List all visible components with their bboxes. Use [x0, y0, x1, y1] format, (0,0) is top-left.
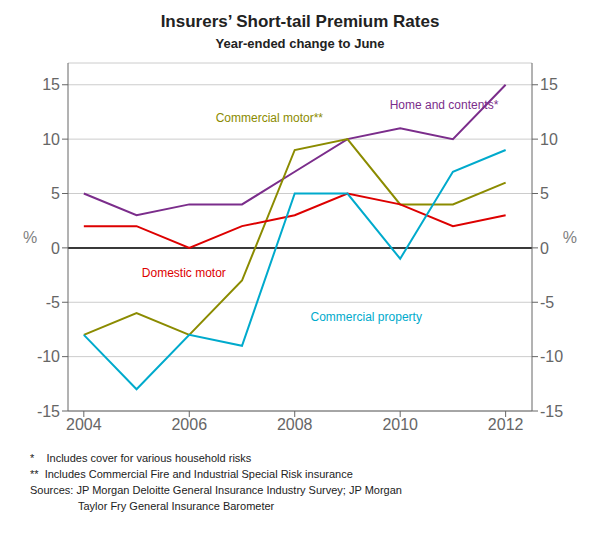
svg-text:0: 0 [51, 240, 60, 257]
svg-text:%: % [563, 229, 577, 246]
svg-text:Home and contents*: Home and contents* [390, 98, 499, 112]
svg-text:5: 5 [540, 185, 549, 202]
svg-text:-10: -10 [37, 348, 60, 365]
svg-text:5: 5 [51, 185, 60, 202]
svg-text:10: 10 [540, 131, 558, 148]
svg-text:0: 0 [540, 240, 549, 257]
svg-text:10: 10 [42, 131, 60, 148]
html-text:Taylor Fry General Insurance B: Taylor Fry General Insurance Barometer [78, 500, 275, 512]
html-text:* Includes cover for various h: * Includes cover for various household r… [30, 452, 252, 464]
html-text:Year-ended change to June: Year-ended change to June [215, 36, 385, 51]
svg-text:-15: -15 [540, 403, 563, 420]
svg-text:2008: 2008 [277, 416, 313, 433]
svg-text:Commercial property: Commercial property [311, 310, 422, 324]
svg-text:15: 15 [540, 76, 558, 93]
svg-text:2010: 2010 [382, 416, 418, 433]
svg-text:Domestic motor: Domestic motor [142, 266, 226, 280]
svg-text:2006: 2006 [171, 416, 207, 433]
svg-text:-10: -10 [540, 348, 563, 365]
html-text:** Includes Commercial Fire an: ** Includes Commercial Fire and Industri… [30, 468, 353, 480]
svg-text:-5: -5 [540, 294, 554, 311]
svg-text:-15: -15 [37, 403, 60, 420]
html-text:Insurers’ Short-tail Premium R: Insurers’ Short-tail Premium Rates [160, 12, 440, 31]
html-text:Sources: JP Morgan Deloitte Ge: Sources: JP Morgan Deloitte General Insu… [30, 484, 402, 496]
svg-text:Commercial motor**: Commercial motor** [216, 111, 324, 125]
svg-text:%: % [23, 229, 37, 246]
svg-text:15: 15 [42, 76, 60, 93]
svg-text:2012: 2012 [488, 416, 524, 433]
svg-text:-5: -5 [46, 294, 60, 311]
svg-text:2004: 2004 [66, 416, 102, 433]
